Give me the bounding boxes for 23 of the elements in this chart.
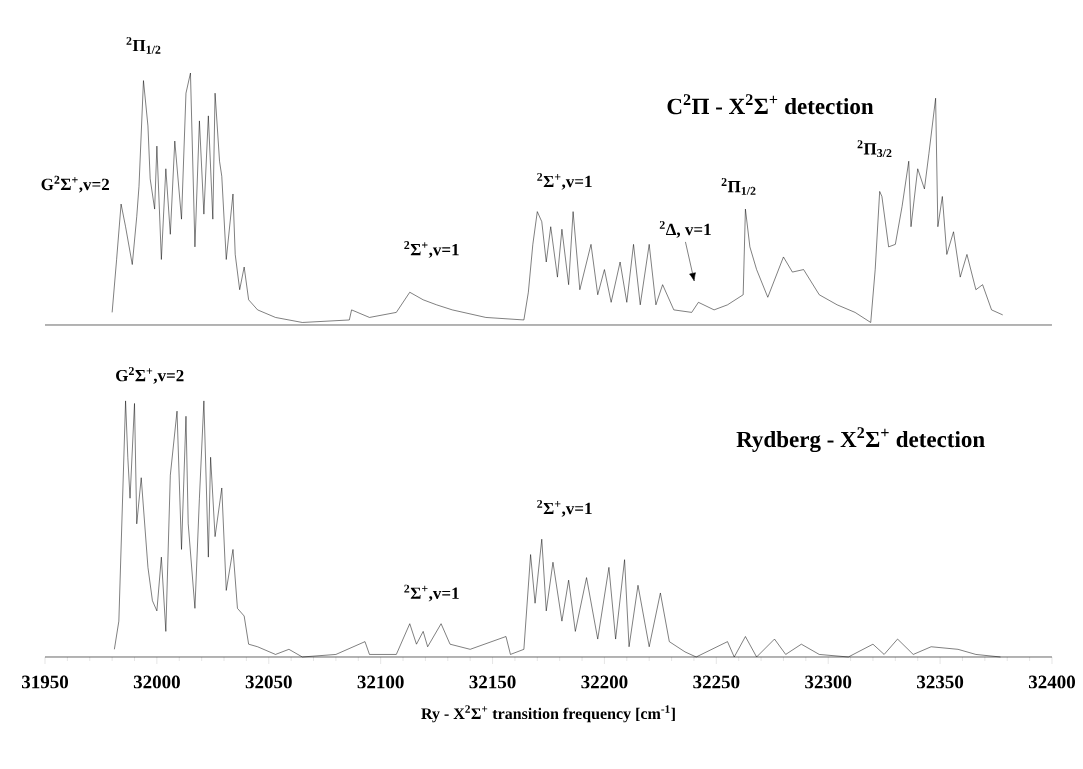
text: $^{2}$Π$_{1/2}$ (126, 36, 161, 54)
annotation: $^{2}$Σ$^{+}$,v=1 (537, 172, 592, 190)
x-tick-label: 32150 (469, 675, 516, 689)
x-tick-label: 32000 (133, 675, 180, 689)
annotation: $^{2}$Π$_{1/2}$ (721, 178, 756, 195)
x-tick-label: 32200 (581, 675, 628, 689)
x-tick-label: 32250 (693, 675, 740, 689)
annotation: $^{2}$Π$_{3/2}$ (857, 140, 892, 158)
x-tick-label: 32350 (917, 675, 964, 689)
annotation: $^{2}$Σ$^{+}$,v=1 (404, 241, 459, 258)
annotation: $^{2}$Δ, v=1 (659, 220, 711, 238)
x-axis-title: Ry - X$^{2}$Σ$^{+}$ transition frequency [cm$^{-1}$] (421, 705, 675, 723)
x-tick-label: 31950 (21, 675, 69, 689)
text: Rydberg - X$^{2}$Σ$^{+}$ detection (736, 427, 985, 453)
annotation: G$^{2}$Σ$^{+}$,v=2 (41, 175, 109, 193)
x-tick-label: 32100 (357, 675, 404, 689)
x-tick-label: 32050 (245, 675, 292, 689)
x-tick-label: 32300 (805, 675, 852, 689)
annotation: $^{2}$Σ$^{+}$,v=1 (404, 584, 459, 602)
text: C$^{2}$Π - X$^{2}$Σ$^{+}$ detection (667, 94, 874, 115)
x-tick-label: 32400 (1028, 675, 1075, 689)
annotation: $^{2}$Σ$^{+}$,v=1 (537, 499, 592, 517)
text: G$^{2}$Σ$^{+}$,v=2 (116, 366, 184, 384)
